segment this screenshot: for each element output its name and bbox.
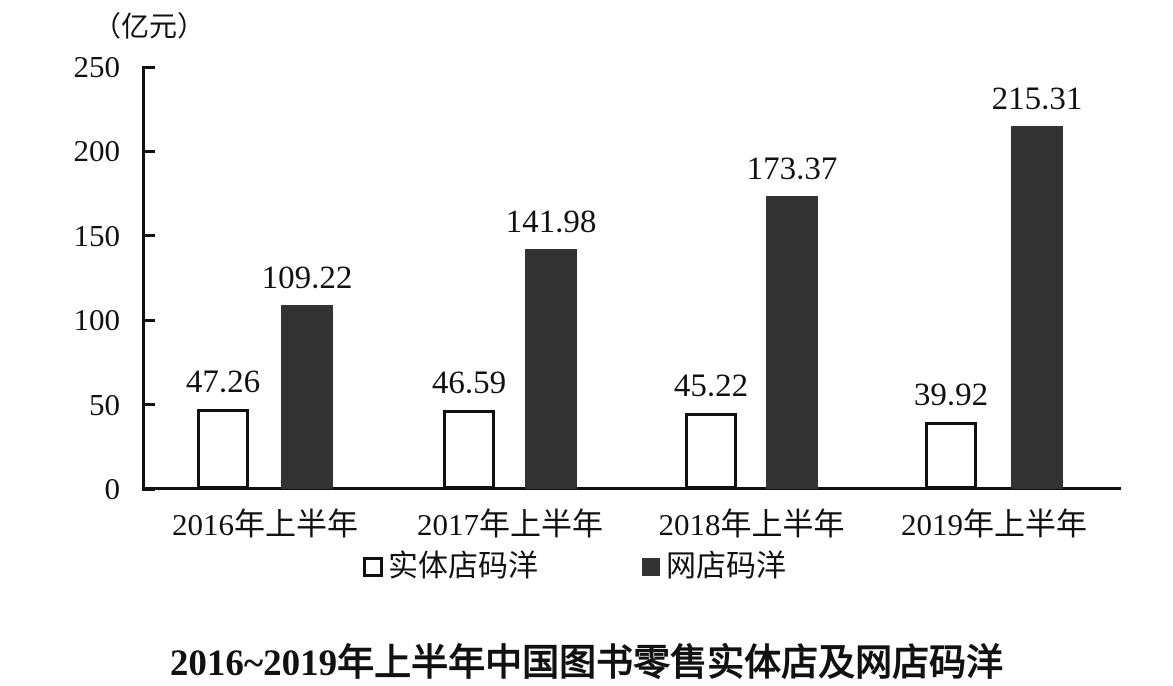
bar-physical-store — [443, 410, 495, 489]
bar-online-store — [1011, 125, 1063, 489]
bar-value-label: 173.37 — [746, 151, 838, 188]
bar-value-label: 39.92 — [913, 376, 989, 413]
bar-value-label: 109.22 — [261, 259, 353, 296]
y-axis-tick-label: 50 — [89, 386, 120, 422]
bar-physical-store — [197, 409, 249, 489]
y-axis-tick-mark — [142, 318, 155, 322]
bar-value-label: 47.26 — [185, 364, 261, 401]
x-category-label: 2019年上半年 — [901, 507, 1087, 542]
legend-label-online-store: 网店码洋 — [666, 550, 786, 583]
x-category-label: 2018年上半年 — [658, 507, 845, 542]
legend-label-physical-store: 实体店码洋 — [388, 550, 538, 583]
y-axis-tick-mark — [142, 403, 155, 407]
bar-value-label: 45.22 — [673, 367, 749, 404]
legend-item-online-store: 网店码洋 — [642, 550, 786, 583]
bar-online-store — [525, 249, 577, 489]
y-axis-tick-label: 250 — [73, 49, 121, 84]
legend-swatch-online-store-icon — [642, 558, 660, 576]
y-axis-tick-label: 150 — [73, 217, 121, 253]
y-axis-tick-label: 100 — [73, 302, 121, 338]
bar-value-label: 141.98 — [505, 204, 597, 241]
chart-title: 2016~2019年上半年中国图书零售实体店及网店码洋 — [169, 643, 1004, 684]
bar-physical-store — [685, 412, 737, 489]
x-category-label: 2017年上半年 — [417, 507, 603, 542]
bar-value-label: 46.59 — [431, 365, 507, 402]
bar-online-store — [281, 304, 333, 489]
legend-swatch-physical-store-icon — [363, 557, 383, 577]
legend-item-physical-store: 实体店码洋 — [363, 550, 538, 583]
y-axis-tick-mark — [142, 65, 155, 69]
y-axis-tick-label: 0 — [104, 471, 121, 506]
bar-value-label: 215.31 — [991, 80, 1083, 117]
y-axis-unit-label: （亿元） — [93, 12, 206, 43]
y-axis-line — [142, 66, 145, 490]
y-axis-tick-mark — [142, 234, 155, 238]
y-axis-tick-label: 200 — [73, 133, 121, 169]
x-axis-line — [142, 487, 1121, 490]
y-axis-tick-mark — [142, 149, 155, 153]
x-category-label: 2016年上半年 — [172, 507, 358, 542]
bar-physical-store — [925, 421, 977, 489]
bar-online-store — [766, 196, 818, 489]
